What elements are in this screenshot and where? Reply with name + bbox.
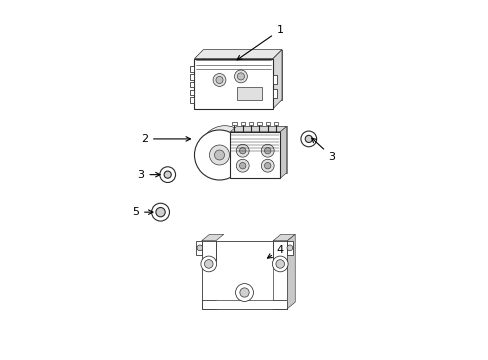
Polygon shape bbox=[272, 50, 282, 109]
Polygon shape bbox=[230, 132, 280, 178]
Text: 3: 3 bbox=[311, 138, 335, 162]
Circle shape bbox=[160, 167, 175, 183]
Polygon shape bbox=[240, 122, 244, 125]
Circle shape bbox=[237, 73, 244, 80]
Circle shape bbox=[236, 144, 248, 157]
Polygon shape bbox=[257, 122, 261, 125]
Text: 3: 3 bbox=[137, 170, 160, 180]
Text: 5: 5 bbox=[132, 207, 153, 217]
Polygon shape bbox=[230, 126, 286, 132]
Circle shape bbox=[201, 256, 216, 272]
Circle shape bbox=[239, 148, 245, 154]
Circle shape bbox=[275, 260, 284, 268]
Polygon shape bbox=[287, 241, 292, 255]
Polygon shape bbox=[190, 66, 194, 72]
Polygon shape bbox=[272, 241, 287, 309]
Polygon shape bbox=[190, 82, 194, 87]
Circle shape bbox=[240, 288, 248, 297]
Polygon shape bbox=[194, 50, 282, 59]
Circle shape bbox=[300, 131, 316, 147]
Polygon shape bbox=[201, 241, 216, 309]
Polygon shape bbox=[203, 50, 282, 100]
Polygon shape bbox=[232, 122, 236, 125]
Polygon shape bbox=[280, 126, 286, 178]
Polygon shape bbox=[190, 90, 194, 95]
Circle shape bbox=[213, 73, 225, 86]
Circle shape bbox=[164, 171, 171, 178]
Polygon shape bbox=[190, 74, 194, 80]
Polygon shape bbox=[287, 234, 295, 309]
Circle shape bbox=[156, 207, 165, 217]
Circle shape bbox=[272, 256, 287, 272]
Polygon shape bbox=[236, 126, 286, 173]
Polygon shape bbox=[194, 59, 272, 109]
Circle shape bbox=[204, 260, 213, 268]
Polygon shape bbox=[190, 98, 194, 103]
Circle shape bbox=[200, 126, 249, 176]
Text: 2: 2 bbox=[141, 134, 190, 144]
Circle shape bbox=[216, 76, 223, 84]
Polygon shape bbox=[272, 89, 277, 98]
Circle shape bbox=[151, 203, 169, 221]
Polygon shape bbox=[265, 122, 269, 125]
Text: 4: 4 bbox=[267, 245, 283, 258]
Polygon shape bbox=[272, 75, 277, 84]
Polygon shape bbox=[216, 241, 272, 262]
Circle shape bbox=[239, 162, 245, 169]
Circle shape bbox=[209, 145, 229, 165]
Polygon shape bbox=[272, 234, 295, 241]
Circle shape bbox=[236, 159, 248, 172]
Polygon shape bbox=[201, 234, 224, 241]
Circle shape bbox=[234, 70, 247, 83]
Circle shape bbox=[214, 150, 224, 160]
Circle shape bbox=[261, 144, 274, 157]
Circle shape bbox=[194, 130, 244, 180]
Circle shape bbox=[286, 245, 292, 251]
Circle shape bbox=[305, 135, 312, 143]
Polygon shape bbox=[216, 262, 272, 300]
Polygon shape bbox=[273, 122, 278, 125]
Text: 1: 1 bbox=[237, 25, 283, 60]
Polygon shape bbox=[201, 300, 287, 309]
Polygon shape bbox=[196, 241, 201, 255]
Circle shape bbox=[197, 245, 203, 251]
Polygon shape bbox=[248, 122, 253, 125]
Circle shape bbox=[264, 148, 270, 154]
Circle shape bbox=[261, 159, 274, 172]
Polygon shape bbox=[237, 87, 262, 100]
Circle shape bbox=[264, 162, 270, 169]
Circle shape bbox=[235, 284, 253, 301]
